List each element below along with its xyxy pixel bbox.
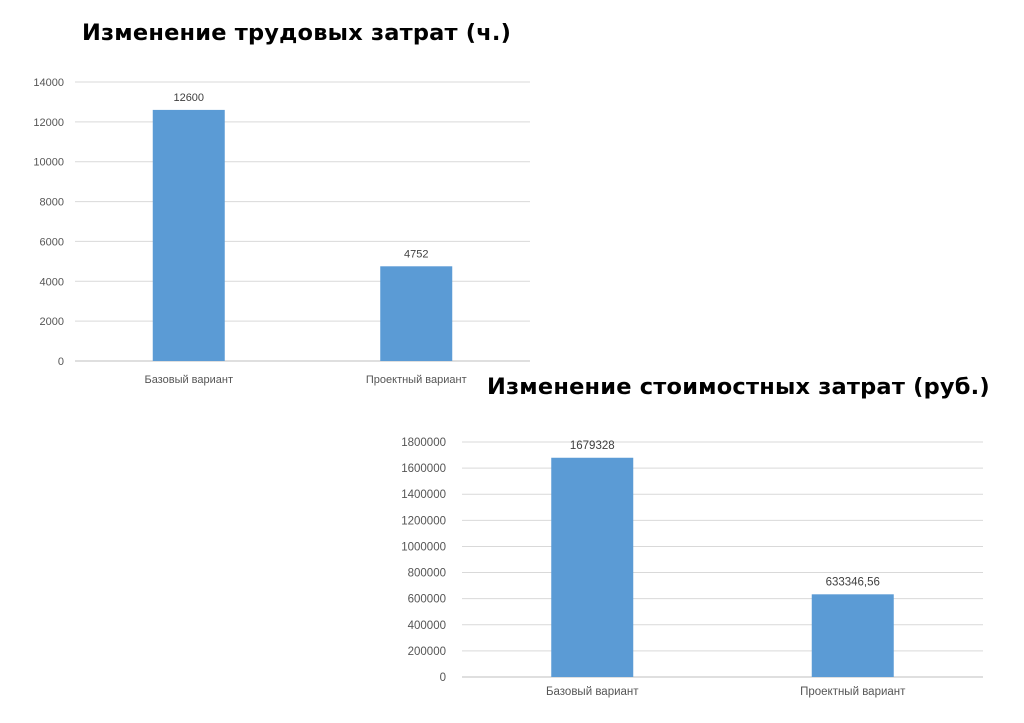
y-tick-label: 600000 [408,594,446,606]
category-label: Базовый вариант [144,374,233,386]
labor-cost-chart: 0 2000 4000 6000 8000 10000 12000 14000 12600 Баз… [33,77,530,386]
y-tick-label: 1400000 [401,489,446,501]
y-tick-label: 0 [440,672,446,684]
y-tick-label: 400000 [408,620,446,632]
y-tick-label: 10000 [33,157,64,169]
y-tick-label: 2000 [40,316,64,328]
bar [152,109,225,362]
y-tick-label: 1800000 [401,437,446,449]
data-label: 12600 [173,92,204,104]
y-tick-label: 8000 [40,197,64,209]
y-tick-label: 800000 [408,568,446,580]
y-tick-label: 0 [58,356,64,368]
bar [811,594,894,677]
data-label: 4752 [404,248,428,260]
y-tick-label: 6000 [40,236,64,248]
y-tick-label: 1000000 [401,541,446,553]
chart-title-labor: Изменение трудовых затрат (ч.) [82,20,512,46]
chart-title-cost: Изменение стоимостных затрат (руб.) [487,374,990,400]
bar [380,266,453,361]
bar [551,457,634,677]
category-label: Проектный вариант [800,686,906,698]
y-tick-label: 200000 [408,646,446,658]
y-tick-label: 14000 [33,77,64,89]
data-label: 633346,56 [826,576,880,588]
category-label: Проектный вариант [366,374,467,386]
y-tick-label: 4000 [40,276,64,288]
data-label: 1679328 [570,440,615,452]
monetary-cost-chart: 0 200000 400000 600000 800000 1000000 1200000 1… [401,437,983,698]
y-tick-label: 1600000 [401,463,446,475]
y-tick-label: 1200000 [401,515,446,527]
category-label: Базовый вариант [546,686,639,698]
y-tick-label: 12000 [33,117,64,129]
